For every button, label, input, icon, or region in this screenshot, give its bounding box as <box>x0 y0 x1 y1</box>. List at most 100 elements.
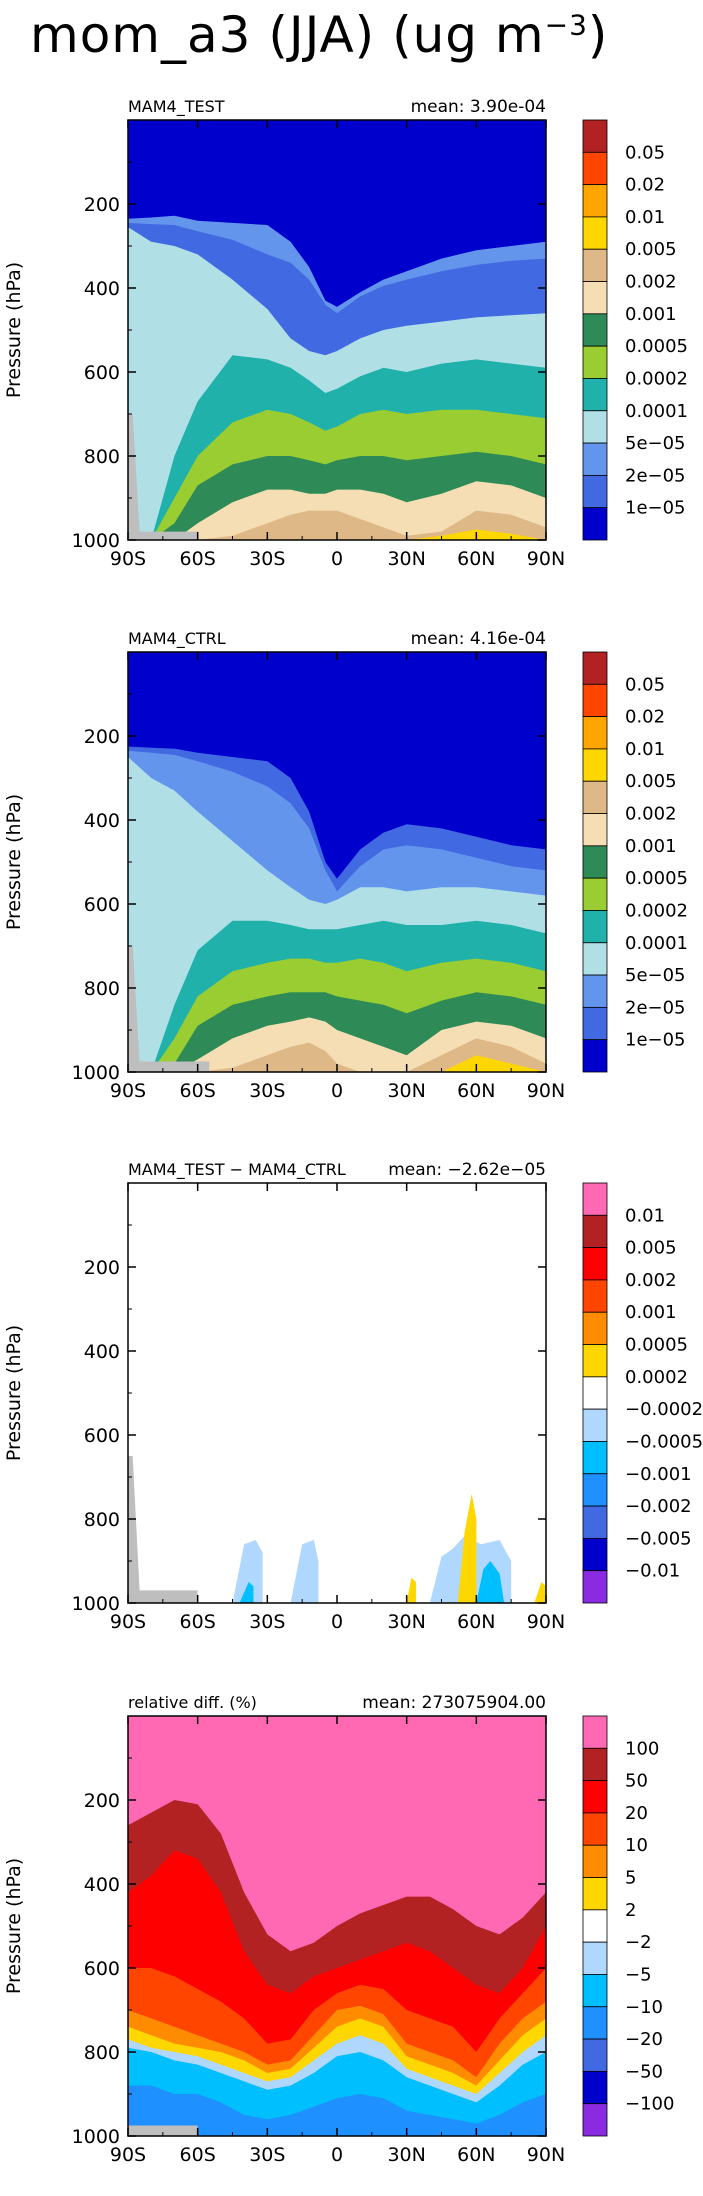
y-tick-label: 800 <box>84 978 120 1000</box>
contour-band <box>534 1582 546 1603</box>
legend-label: −50 <box>625 2061 663 2082</box>
legend-label: −20 <box>625 2029 663 2050</box>
legend-swatch <box>582 1877 608 1911</box>
legend-swatch <box>582 1344 608 1378</box>
y-axis-label: Pressure (hPa) <box>3 262 25 398</box>
x-tick-label: 90N <box>527 1611 565 1633</box>
legend-swatch <box>582 1441 608 1475</box>
legend-label: 20 <box>625 1803 648 1824</box>
legend-label: 1e−05 <box>625 1030 686 1051</box>
legend-swatch <box>582 281 608 315</box>
legend-swatch <box>582 1408 608 1442</box>
x-tick-label: 30S <box>249 1611 285 1633</box>
legend-label: 100 <box>625 1738 659 1759</box>
x-tick-label: 90S <box>110 2144 146 2166</box>
legend-swatch <box>582 216 608 250</box>
x-tick-label: 90N <box>527 1080 565 1102</box>
y-tick-label: 1000 <box>72 1593 120 1615</box>
legend-label: 0.0002 <box>625 368 688 389</box>
plot-background <box>128 1183 546 1603</box>
figure-title: mom_a3 (JJA) (ug m−3) <box>30 6 609 64</box>
legend-swatch <box>582 1747 608 1782</box>
legend-label: 0.0001 <box>625 933 688 954</box>
y-tick-label: 1000 <box>72 2126 120 2148</box>
x-tick-label: 60N <box>457 548 495 570</box>
legend-label: 0.02 <box>625 707 665 728</box>
legend-label: 5 <box>625 1868 636 1889</box>
legend-swatch <box>582 2070 608 2105</box>
legend-swatch <box>582 1247 608 1281</box>
legend-label: 0.05 <box>625 674 665 695</box>
legend-label: 0.05 <box>625 142 665 163</box>
panel-ctrl: 90S 60S 30S 0 30N 60N 90N 200 400 600 800 1000 Press… <box>0 612 703 1132</box>
legend-label: 0.0002 <box>625 1367 688 1388</box>
legend-swatch <box>582 507 608 541</box>
legend-swatch <box>582 910 608 944</box>
y-tick-label: 800 <box>84 446 120 468</box>
legend-swatch <box>582 877 608 911</box>
legend-swatch <box>582 1473 608 1507</box>
legend-swatch <box>582 378 608 412</box>
legend-label: −0.001 <box>625 1464 692 1485</box>
legend-swatch <box>582 813 608 847</box>
legend-swatch <box>582 1214 608 1249</box>
mean-label: mean: 273075904.00 <box>362 1693 546 1713</box>
legend-swatch <box>582 1844 608 1878</box>
y-axis-label: Pressure (hPa) <box>3 1325 25 1461</box>
panel-relative-difference: 90S 60S 30S 0 30N 60N 90N 200 400 600 800 1000 Press… <box>0 1676 703 2196</box>
legend-swatch <box>582 1974 608 2008</box>
x-tick-label: 60S <box>180 548 216 570</box>
y-tick-label: 800 <box>84 1509 120 1531</box>
contour-band <box>128 1038 546 1072</box>
case-label: relative diff. (%) <box>128 1693 257 1712</box>
legend-swatch <box>582 119 608 153</box>
y-tick-label: 1000 <box>72 530 120 552</box>
legend-label: 2 <box>625 1900 636 1921</box>
legend-label: 0.001 <box>625 304 677 325</box>
legend-label: −0.01 <box>625 1561 680 1582</box>
contour-band <box>457 1493 477 1603</box>
legend-swatch <box>582 184 608 218</box>
legend-swatch <box>582 1780 608 1814</box>
legend-label: 50 <box>625 1771 648 1792</box>
legend-label: 0.01 <box>625 207 665 228</box>
legend-swatch <box>582 1182 608 1216</box>
legend-swatch <box>582 151 608 186</box>
legend-swatch <box>582 1941 608 1975</box>
legend-label: 0.0005 <box>625 336 688 357</box>
x-tick-label: 30N <box>387 1611 425 1633</box>
y-tick-label: 600 <box>84 1958 120 1980</box>
x-tick-label: 30S <box>249 2144 285 2166</box>
y-axis-label: Pressure (hPa) <box>3 794 25 930</box>
x-tick-label: 90S <box>110 1611 146 1633</box>
chart-svg: 90S 60S 30S 0 30N 60N 90N 200 400 600 800 1000 Press… <box>3 1693 674 2166</box>
case-label: MAM4_TEST <box>128 97 225 117</box>
x-tick-label: 90N <box>527 2144 565 2166</box>
legend-label: 0.002 <box>625 272 677 293</box>
x-tick-label: 90S <box>110 1080 146 1102</box>
legend-label: 0.0005 <box>625 1335 688 1356</box>
contour-band <box>128 510 546 540</box>
legend-label: 2e−05 <box>625 997 686 1018</box>
y-tick-label: 1000 <box>72 1062 120 1084</box>
legend-swatch <box>582 683 608 718</box>
y-tick-label: 600 <box>84 362 120 384</box>
legend-label: 0.01 <box>625 739 665 760</box>
legend-label: 0.005 <box>625 771 677 792</box>
chart-svg: 90S 60S 30S 0 30N 60N 90N 200 400 600 800 1000 Press… <box>3 1160 703 1633</box>
legend-swatch <box>582 974 608 1008</box>
contour-band <box>128 2085 546 2136</box>
legend-label: 0.002 <box>625 804 677 825</box>
chart-svg: 90S 60S 30S 0 30N 60N 90N 200 400 600 800 1000 Press… <box>3 629 688 1102</box>
y-tick-label: 200 <box>84 726 120 748</box>
y-tick-label: 400 <box>84 278 120 300</box>
x-tick-label: 30S <box>249 1080 285 1102</box>
legend-swatch <box>582 1537 608 1572</box>
legend-swatch <box>582 2038 608 2072</box>
legend-swatch <box>582 2006 608 2040</box>
x-tick-label: 30N <box>387 1080 425 1102</box>
x-tick-label: 0 <box>331 1080 343 1102</box>
panel-test: 90S 60S 30S 0 30N 60N 90N 200 400 600 800 1000 Press… <box>0 80 703 600</box>
mean-label: mean: 3.90e-04 <box>411 97 546 117</box>
contour-band <box>128 1055 546 1072</box>
